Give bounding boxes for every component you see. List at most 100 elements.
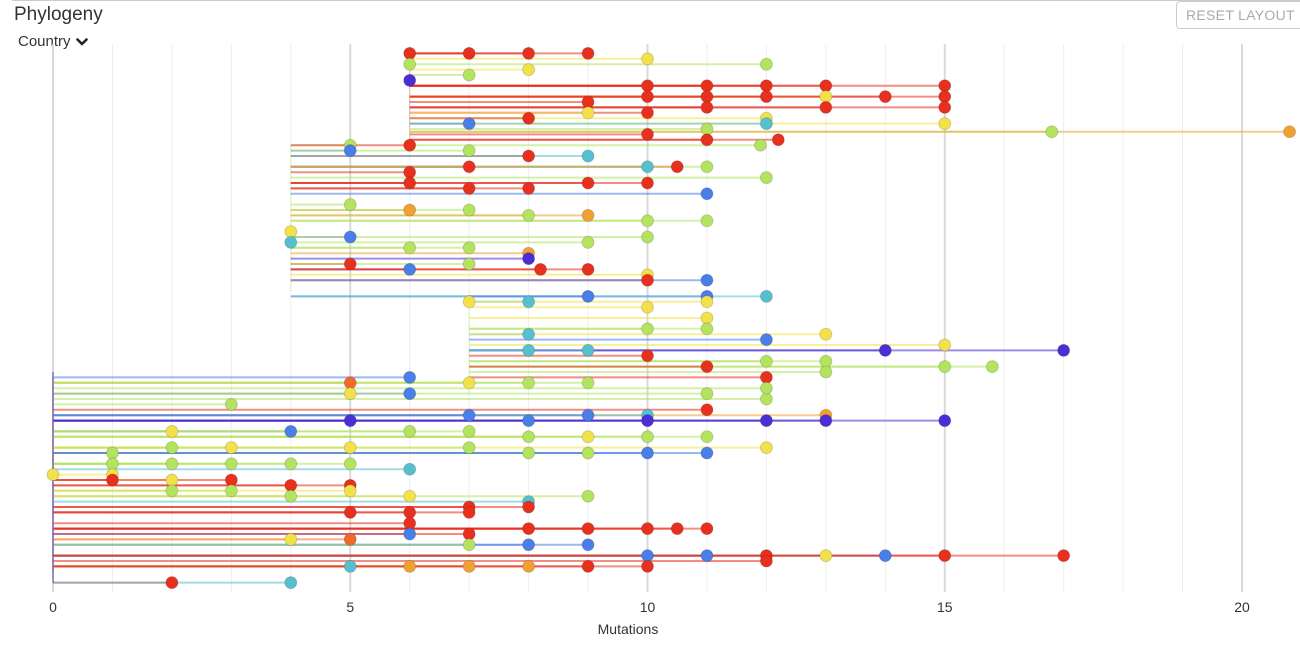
tip-node[interactable] <box>819 365 833 379</box>
tip-node[interactable] <box>462 257 476 271</box>
tip-node[interactable] <box>284 576 298 590</box>
color-by-dropdown[interactable]: Country <box>18 33 88 50</box>
tip-node[interactable] <box>759 171 773 185</box>
tip-node[interactable] <box>581 343 595 357</box>
tip-node[interactable] <box>819 354 833 368</box>
tip-node[interactable] <box>403 203 417 217</box>
tip-node[interactable] <box>522 149 536 163</box>
tip-node[interactable] <box>700 403 714 417</box>
tip-node[interactable] <box>105 457 119 471</box>
tip-node[interactable] <box>581 149 595 163</box>
tip-node[interactable] <box>759 333 773 347</box>
tip-node[interactable] <box>165 441 179 455</box>
tip-node[interactable] <box>462 295 476 309</box>
tip-node[interactable] <box>581 46 595 60</box>
tip-node[interactable] <box>581 208 595 222</box>
tip-node[interactable] <box>700 360 714 374</box>
tip-node[interactable] <box>462 441 476 455</box>
tip-node[interactable] <box>343 387 357 401</box>
tip-node[interactable] <box>343 144 357 158</box>
tip-node[interactable] <box>533 262 547 276</box>
tip-node[interactable] <box>641 106 654 120</box>
tip-node[interactable] <box>522 376 536 390</box>
tip-node[interactable] <box>641 549 654 563</box>
tip-node[interactable] <box>641 522 654 536</box>
tip-node[interactable] <box>522 500 536 514</box>
tip-node[interactable] <box>462 241 476 255</box>
tip-node[interactable] <box>641 446 654 460</box>
tip-node[interactable] <box>462 46 476 60</box>
tip-node[interactable] <box>819 327 833 341</box>
tip-node[interactable] <box>759 381 773 395</box>
tip-node[interactable] <box>165 424 179 438</box>
tip-node[interactable] <box>165 473 179 487</box>
tip-node[interactable] <box>462 408 476 422</box>
tip-node[interactable] <box>700 522 714 536</box>
tip-node[interactable] <box>938 100 952 114</box>
tip-node[interactable] <box>403 46 417 60</box>
tip-node[interactable] <box>641 430 654 444</box>
tip-node[interactable] <box>462 505 476 519</box>
tip-node[interactable] <box>670 160 684 174</box>
tip-node[interactable] <box>343 441 357 455</box>
tip-node[interactable] <box>581 538 595 552</box>
tip-node[interactable] <box>759 414 773 428</box>
tip-node[interactable] <box>641 322 654 336</box>
tip-node[interactable] <box>878 549 892 563</box>
tip-node[interactable] <box>224 473 238 487</box>
tip-node[interactable] <box>641 214 654 228</box>
tip-node[interactable] <box>819 549 833 563</box>
tips[interactable] <box>46 46 1297 590</box>
tip-node[interactable] <box>1057 343 1071 357</box>
tip-node[interactable] <box>819 414 833 428</box>
tip-node[interactable] <box>581 95 595 109</box>
tip-node[interactable] <box>759 370 773 384</box>
tip-node[interactable] <box>343 484 357 498</box>
tip-node[interactable] <box>46 468 60 482</box>
tip-node[interactable] <box>581 106 595 120</box>
tip-node[interactable] <box>700 322 714 336</box>
tip-node[interactable] <box>343 376 357 390</box>
tip-node[interactable] <box>700 214 714 228</box>
tip-node[interactable] <box>878 343 892 357</box>
tip-node[interactable] <box>700 311 714 325</box>
tip-node[interactable] <box>759 554 773 568</box>
tip-node[interactable] <box>700 90 714 104</box>
tip-node[interactable] <box>284 489 298 503</box>
tip-node[interactable] <box>522 414 536 428</box>
tip-node[interactable] <box>700 79 714 93</box>
tip-node[interactable] <box>284 424 298 438</box>
tip-node[interactable] <box>641 52 654 66</box>
tip-node[interactable] <box>938 360 952 374</box>
tip-node[interactable] <box>1045 125 1059 139</box>
tip-node[interactable] <box>403 262 417 276</box>
tip-node[interactable] <box>403 387 417 401</box>
tip-node[interactable] <box>522 327 536 341</box>
tip-node[interactable] <box>284 478 298 492</box>
tip-node[interactable] <box>641 414 654 428</box>
tip-node[interactable] <box>581 489 595 503</box>
tip-node[interactable] <box>938 90 952 104</box>
tip-node[interactable] <box>522 538 536 552</box>
tip-node[interactable] <box>522 559 536 573</box>
tip-node[interactable] <box>403 462 417 476</box>
tip-node[interactable] <box>581 262 595 276</box>
tip-node[interactable] <box>581 446 595 460</box>
tip-node[interactable] <box>581 235 595 249</box>
tip-node[interactable] <box>641 160 654 174</box>
tip-node[interactable] <box>403 489 417 503</box>
tip-node[interactable] <box>403 57 417 71</box>
tip-node[interactable] <box>759 441 773 455</box>
tip-node[interactable] <box>759 354 773 368</box>
tip-node[interactable] <box>462 181 476 195</box>
tip-node[interactable] <box>224 457 238 471</box>
tip-node[interactable] <box>819 90 833 104</box>
tip-node[interactable] <box>403 527 417 541</box>
tip-node[interactable] <box>522 295 536 309</box>
tip-node[interactable] <box>581 408 595 422</box>
tip-node[interactable] <box>403 516 417 530</box>
tip-node[interactable] <box>753 138 767 152</box>
tip-node[interactable] <box>641 273 654 287</box>
tip-node[interactable] <box>641 176 654 190</box>
